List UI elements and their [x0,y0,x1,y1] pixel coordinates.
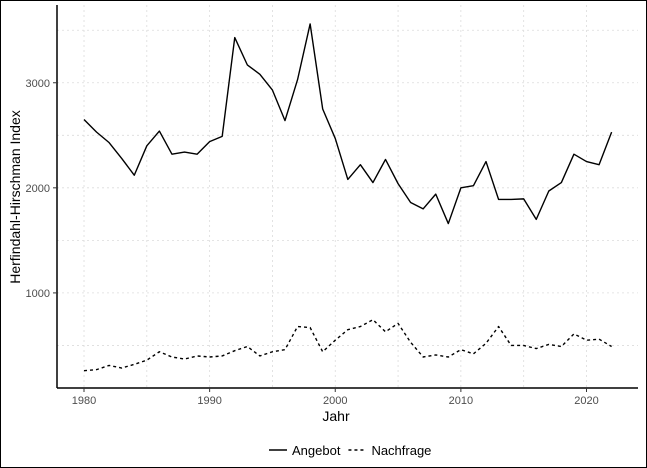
x-tick-label: 1990 [197,395,221,407]
series-line-nachfrage [83,319,612,372]
axes: 1980 1990 2000 2010 2020 1000 2000 3000 [26,5,638,407]
x-axis-label: Jahr [322,408,350,424]
x-tick-label: 1980 [72,395,96,407]
x-tick-label: 2000 [323,395,347,407]
x-tick-label: 2010 [449,395,473,407]
x-tick-label: 2020 [574,395,598,407]
legend: Angebot Nachfrage [269,443,431,458]
legend-label-nachfrage: Nachfrage [371,443,431,458]
y-tick-label: 3000 [26,78,50,90]
y-axis-label: Herfindahl-Hirschman Index [7,110,23,284]
legend-label-angebot: Angebot [292,443,341,458]
y-tick-label: 2000 [26,183,50,195]
gridlines [57,5,638,388]
series-line-angebot [83,23,613,225]
y-tick-label: 1000 [26,288,50,300]
series-lines [83,23,613,372]
